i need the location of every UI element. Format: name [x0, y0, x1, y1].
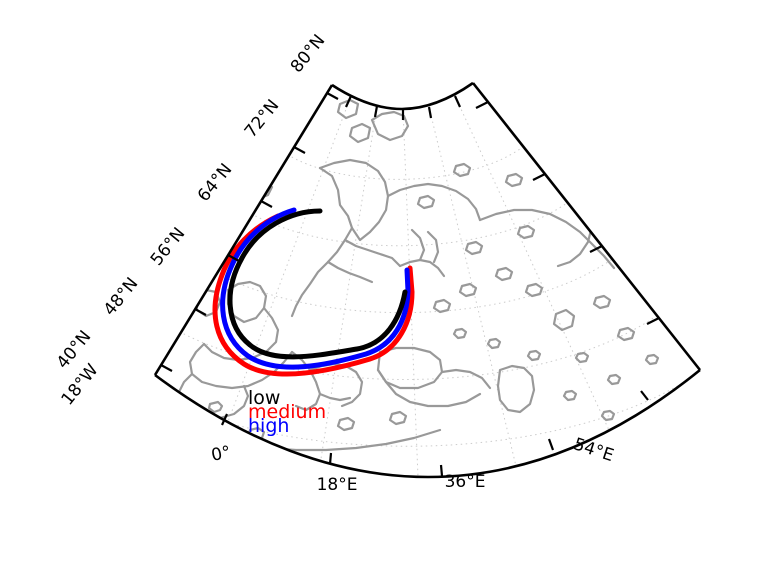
track-high — [220, 207, 411, 370]
lat-label-64n: 64°N — [194, 160, 237, 206]
lon-label-54e: 54°E — [571, 434, 616, 466]
legend-item-high: high — [248, 415, 289, 437]
lon-label-18e: 18°E — [317, 475, 358, 495]
lon-label-36e: 36°E — [445, 472, 486, 492]
latitude-labels: 80°N 72°N 64°N 56°N 48°N 40°N — [53, 31, 330, 373]
lat-label-72n: 72°N — [241, 96, 284, 142]
coastlines — [170, 88, 660, 452]
track-low — [227, 208, 408, 360]
map-boundary — [153, 81, 702, 479]
lat-label-80n: 80°N — [287, 31, 330, 77]
lat-label-48n: 48°N — [100, 274, 143, 320]
legend-item-medium: medium — [248, 401, 326, 423]
legend: low medium high — [248, 387, 326, 437]
trajectory-tracks — [212, 207, 415, 377]
lat-label-56n: 56°N — [147, 224, 190, 270]
boundary-ticks — [160, 92, 660, 477]
lon-label-0: 0° — [210, 442, 233, 465]
legend-item-low: low — [248, 387, 280, 409]
